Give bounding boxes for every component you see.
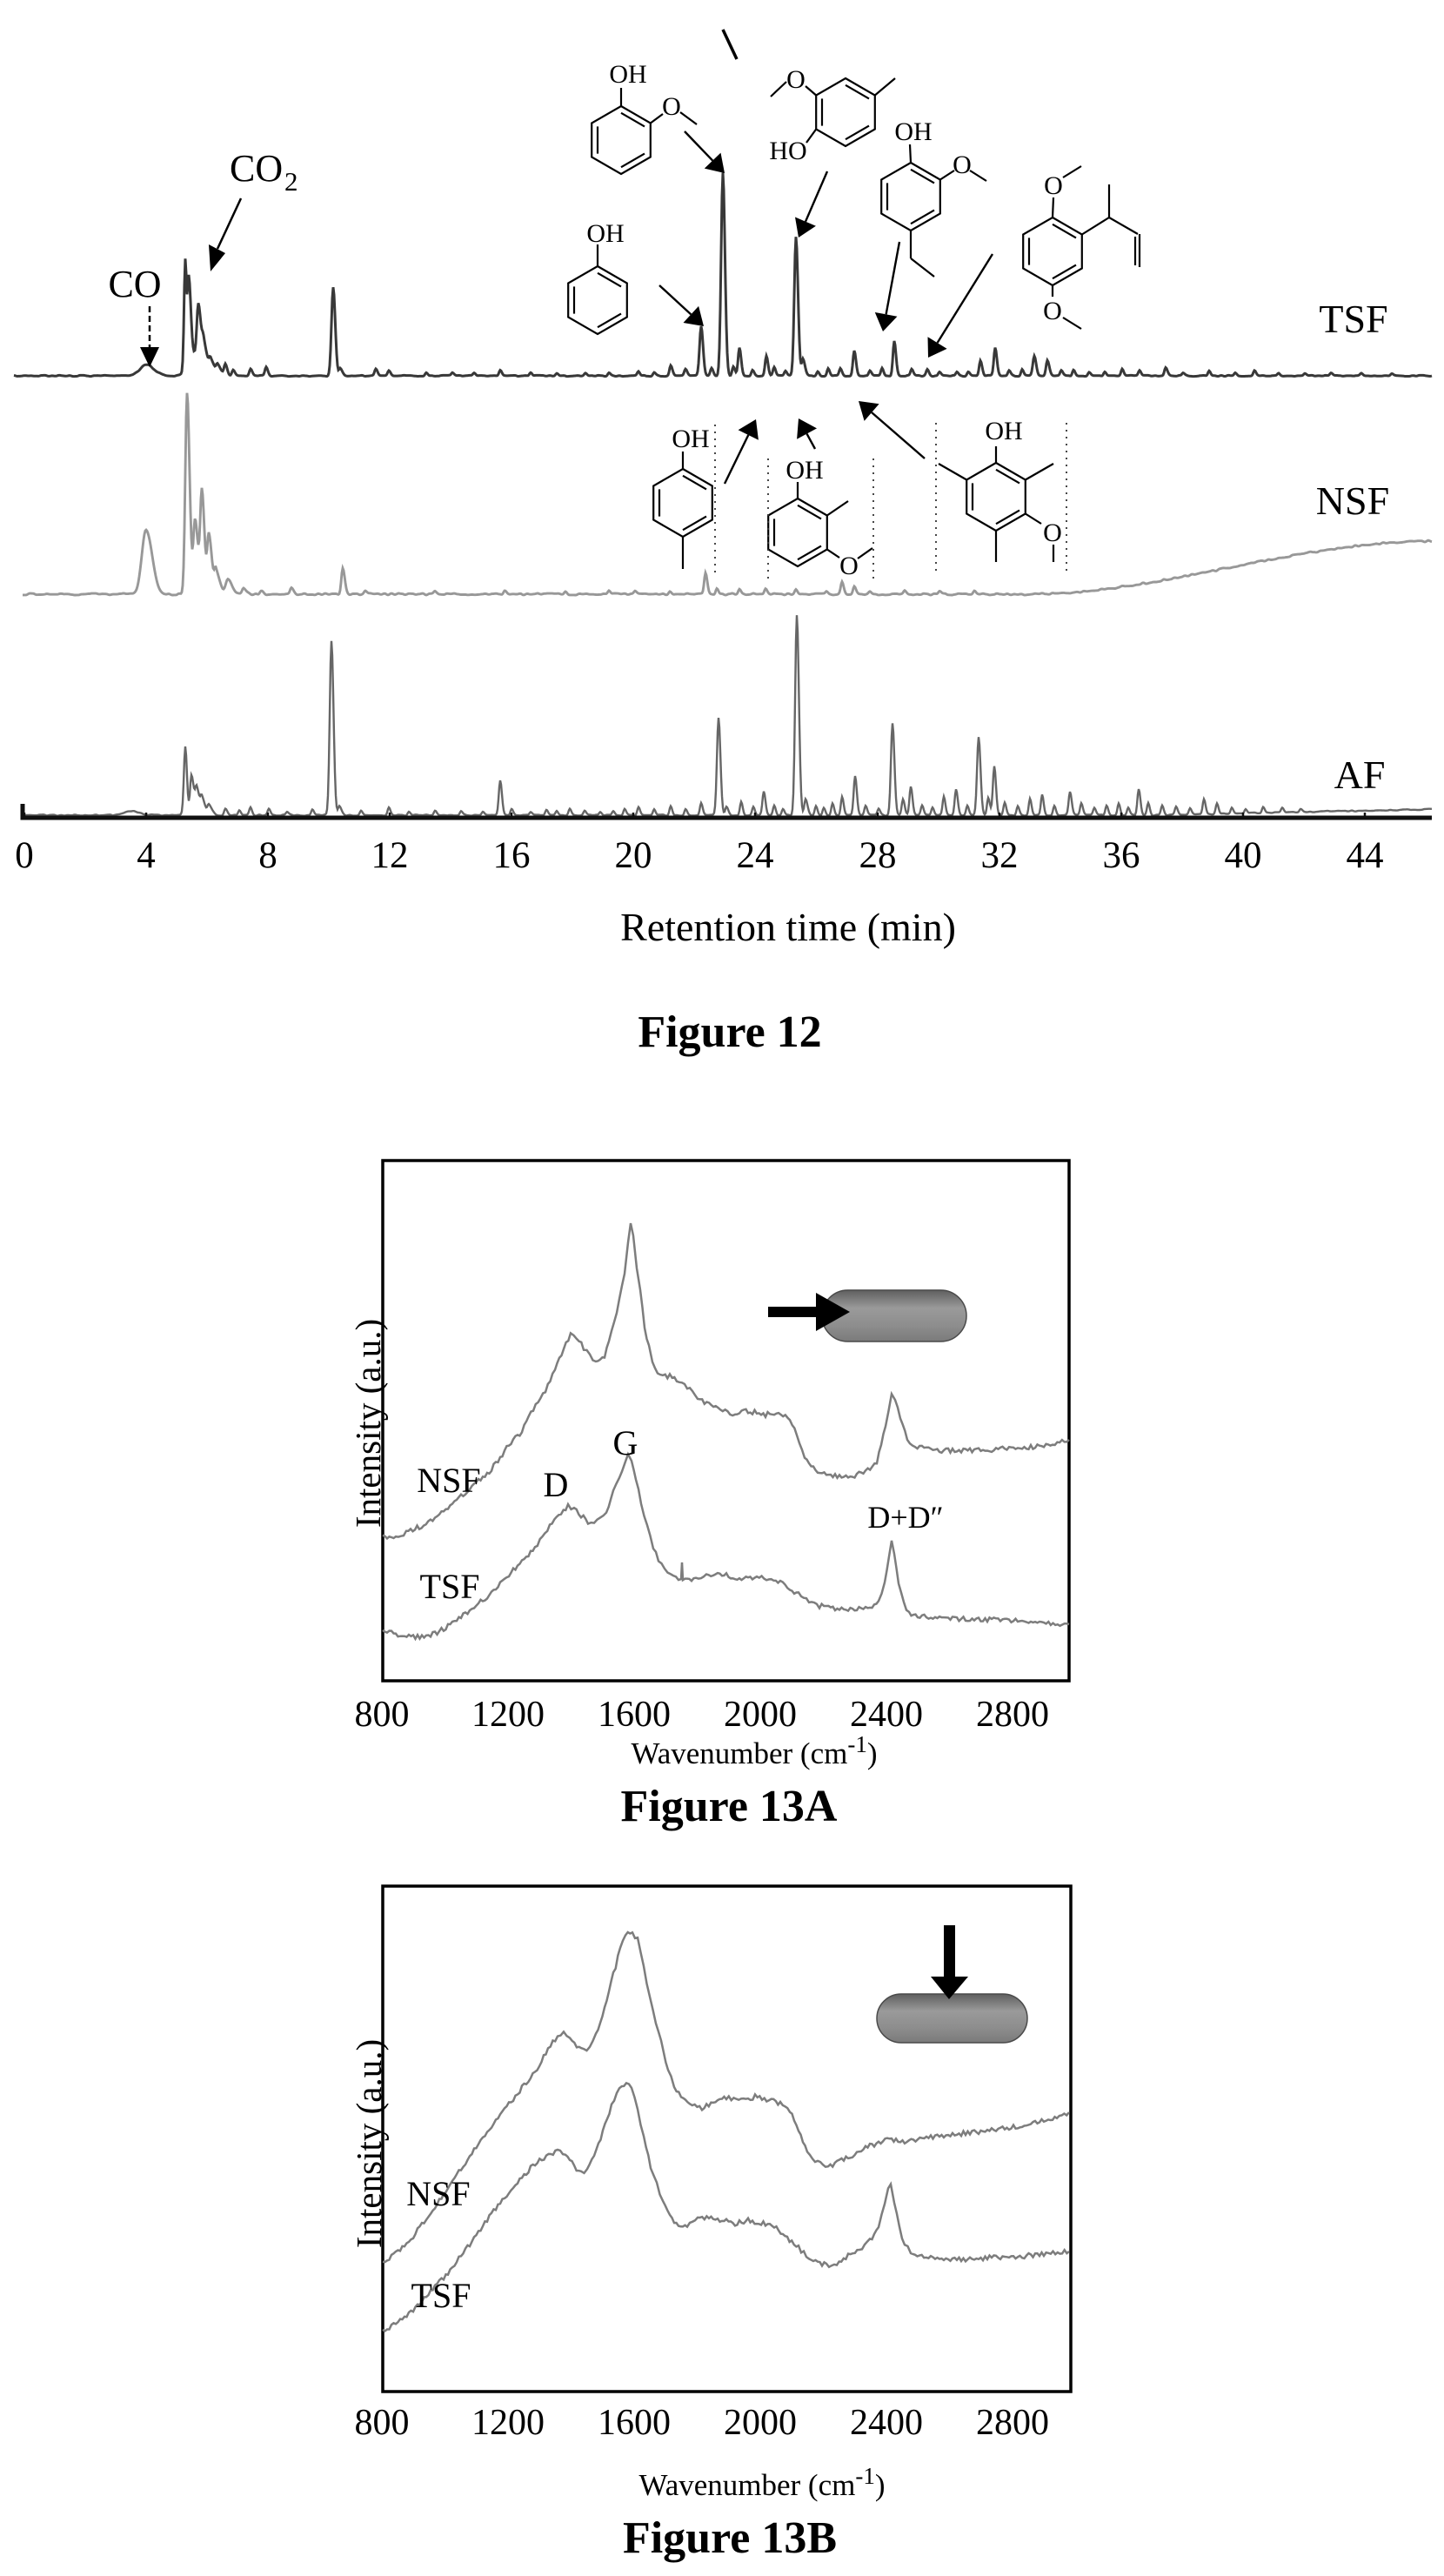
svg-text:32: 32: [981, 835, 1019, 876]
svg-text:O: O: [953, 151, 972, 179]
svg-text:1600: 1600: [598, 2403, 671, 2443]
svg-text:Figure 12: Figure 12: [638, 1007, 821, 1057]
svg-text:2000: 2000: [724, 1695, 797, 1735]
svg-text:Figure 13B: Figure 13B: [623, 2513, 837, 2563]
svg-text:2800: 2800: [976, 1695, 1049, 1735]
svg-text:HO: HO: [769, 137, 806, 165]
svg-text:2000: 2000: [724, 2403, 797, 2443]
svg-text:D+D″: D+D″: [867, 1500, 943, 1535]
svg-text:44: 44: [1347, 835, 1384, 876]
svg-text:2800: 2800: [976, 2403, 1049, 2443]
svg-text:AF: AF: [1334, 753, 1386, 797]
svg-text:4: 4: [137, 835, 156, 876]
svg-text:G: G: [613, 1423, 638, 1462]
svg-text:24: 24: [737, 835, 774, 876]
svg-text:O: O: [1043, 297, 1062, 325]
svg-text:NSF: NSF: [1316, 478, 1389, 523]
svg-text:Wavenumber (cm-1): Wavenumber (cm-1): [638, 2463, 885, 2502]
svg-text:O: O: [1043, 519, 1062, 547]
svg-text:800: 800: [355, 1695, 410, 1735]
svg-text:O: O: [839, 552, 859, 580]
svg-text:2400: 2400: [850, 2403, 923, 2443]
svg-text:28: 28: [859, 835, 897, 876]
svg-text:O: O: [786, 65, 806, 94]
svg-text:TSF: TSF: [420, 1567, 480, 1606]
svg-text:OH: OH: [609, 60, 646, 89]
svg-text:CO: CO: [230, 147, 283, 190]
svg-text:16: 16: [493, 835, 531, 876]
svg-text:CO: CO: [108, 263, 161, 305]
svg-text:Figure 13A: Figure 13A: [621, 1782, 838, 1831]
svg-text:20: 20: [615, 835, 652, 876]
svg-text:0: 0: [15, 835, 34, 876]
svg-text:Intensity (a.u.): Intensity (a.u.): [349, 2039, 389, 2248]
svg-text:OH: OH: [894, 117, 932, 146]
svg-text:Retention time (min): Retention time (min): [620, 905, 956, 949]
svg-text:12: 12: [371, 835, 409, 876]
svg-text:TSF: TSF: [1319, 297, 1387, 341]
svg-text:OH: OH: [786, 456, 823, 485]
svg-text:36: 36: [1103, 835, 1140, 876]
svg-text:Wavenumber (cm-1): Wavenumber (cm-1): [631, 1731, 877, 1770]
svg-text:2400: 2400: [850, 1695, 923, 1735]
svg-text:OH: OH: [985, 417, 1022, 445]
svg-text:D: D: [544, 1465, 569, 1504]
svg-text:2: 2: [284, 166, 298, 197]
svg-text:1200: 1200: [471, 1695, 545, 1735]
svg-text:O: O: [1044, 171, 1063, 200]
svg-text:NSF: NSF: [417, 1461, 480, 1500]
svg-text:800: 800: [355, 2403, 410, 2443]
svg-text:Intensity (a.u.): Intensity (a.u.): [348, 1319, 388, 1528]
svg-text:8: 8: [258, 835, 277, 876]
svg-text:40: 40: [1225, 835, 1262, 876]
svg-text:O: O: [662, 92, 681, 121]
svg-text:OH: OH: [672, 425, 709, 453]
svg-text:1200: 1200: [471, 2403, 545, 2443]
svg-text:NSF: NSF: [406, 2174, 470, 2213]
svg-text:TSF: TSF: [411, 2276, 471, 2315]
svg-text:1600: 1600: [598, 1695, 671, 1735]
svg-text:OH: OH: [586, 219, 624, 248]
